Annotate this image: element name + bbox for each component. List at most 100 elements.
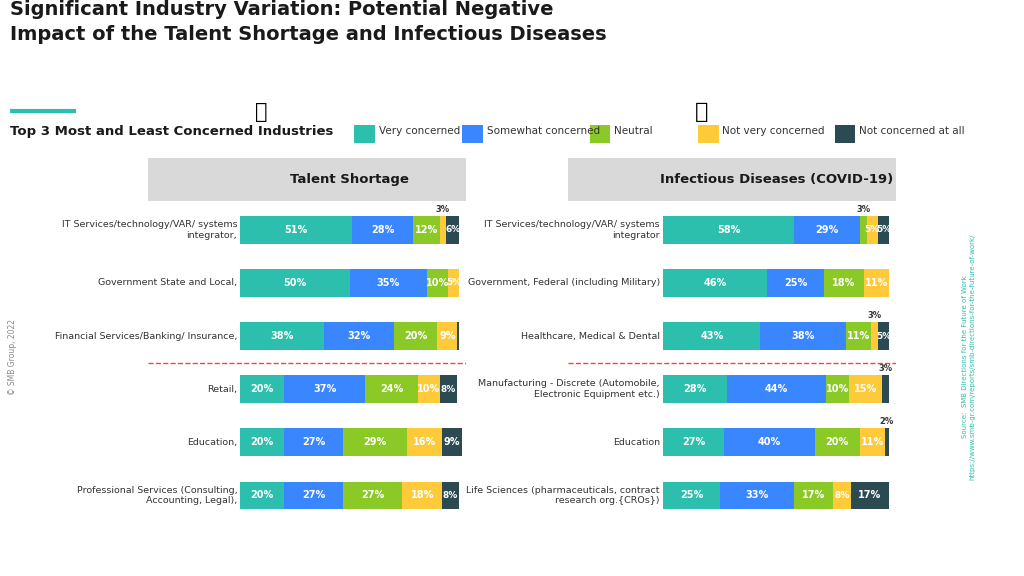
Bar (761, 323, 846, 350)
Bar (350, 269, 427, 297)
Bar (343, 482, 402, 509)
Bar (860, 216, 866, 244)
Text: 8%: 8% (440, 385, 456, 393)
Text: IT Services/technology/VAR/ systems
integrator,: IT Services/technology/VAR/ systems inte… (61, 220, 238, 240)
Text: 33%: 33% (745, 490, 769, 501)
Bar (826, 376, 849, 403)
Bar (849, 376, 883, 403)
Text: 27%: 27% (361, 490, 384, 501)
Text: © SMB Group, 2022: © SMB Group, 2022 (8, 319, 16, 395)
Bar (664, 323, 761, 350)
Bar (457, 323, 460, 350)
Text: 11%: 11% (865, 278, 889, 288)
Text: 11%: 11% (847, 331, 870, 341)
Bar (418, 376, 439, 403)
Text: Government, Federal (including Military): Government, Federal (including Military) (468, 278, 659, 287)
Bar (241, 323, 324, 350)
Text: 44%: 44% (765, 384, 787, 394)
Text: 10%: 10% (426, 278, 450, 288)
Bar (664, 216, 795, 244)
Bar (439, 216, 446, 244)
Text: 27%: 27% (682, 437, 706, 448)
Bar (568, 158, 896, 200)
Bar (414, 216, 439, 244)
Text: 3%: 3% (436, 205, 450, 214)
Text: 8%: 8% (835, 491, 849, 500)
Text: Life Sciences (pharmaceuticals, contract
research org.{CROs}): Life Sciences (pharmaceuticals, contract… (466, 486, 659, 505)
Text: Retail,: Retail, (207, 385, 238, 393)
Bar (664, 429, 724, 456)
Text: 17%: 17% (858, 490, 882, 501)
Bar (823, 269, 864, 297)
Bar (795, 482, 833, 509)
Bar (343, 429, 407, 456)
Bar (860, 429, 885, 456)
Text: 38%: 38% (270, 331, 294, 341)
Text: IT Services/technology/VAR/ systems
integrator: IT Services/technology/VAR/ systems inte… (484, 220, 659, 240)
Text: Manufacturing - Discrete (Automobile,
Electronic Equipment etc.): Manufacturing - Discrete (Automobile, El… (478, 380, 659, 399)
Text: Financial Services/Banking/ Insurance,: Financial Services/Banking/ Insurance, (54, 332, 238, 340)
Text: 20%: 20% (825, 437, 849, 448)
Bar (441, 482, 460, 509)
Text: 37%: 37% (313, 384, 336, 394)
Text: 5%: 5% (864, 225, 880, 234)
Text: 27%: 27% (302, 437, 326, 448)
Text: 9%: 9% (439, 331, 456, 341)
Text: 18%: 18% (833, 278, 856, 288)
Bar (866, 216, 878, 244)
Bar (795, 216, 860, 244)
Bar (446, 216, 460, 244)
Text: Not concerned at all: Not concerned at all (859, 127, 965, 137)
Text: Neutral: Neutral (614, 127, 652, 137)
Text: SMBs with 3-2,500 employees: SMBs with 3-2,500 employees (737, 550, 926, 562)
Text: 17%: 17% (802, 490, 825, 501)
Text: 46%: 46% (703, 278, 727, 288)
Bar (463, 126, 483, 143)
Bar (285, 376, 366, 403)
Bar (885, 429, 889, 456)
Text: 28%: 28% (683, 384, 707, 394)
Text: 51%: 51% (285, 225, 308, 235)
Text: 6%: 6% (445, 225, 461, 234)
Text: Significant Industry Variation: Potential Negative
Impact of the Talent Shortage: Significant Industry Variation: Potentia… (10, 0, 607, 44)
Bar (148, 158, 466, 200)
Text: 4: 4 (985, 550, 993, 562)
Text: 25%: 25% (783, 278, 807, 288)
Bar (664, 269, 767, 297)
Text: Education,: Education, (187, 438, 238, 447)
Text: Sample Size = 736: Sample Size = 736 (20, 550, 139, 562)
Bar (285, 482, 343, 509)
Bar (883, 376, 889, 403)
Text: 5%: 5% (876, 225, 891, 234)
Text: 5%: 5% (876, 332, 891, 340)
Text: 3%: 3% (856, 205, 870, 214)
Bar (241, 376, 285, 403)
Text: 8%: 8% (443, 491, 458, 500)
Text: Talent Shortage: Talent Shortage (291, 173, 410, 186)
Bar (864, 269, 889, 297)
Text: 28%: 28% (371, 225, 394, 235)
Bar (354, 126, 375, 143)
Text: Somewhat concerned: Somewhat concerned (487, 127, 600, 137)
Text: 16%: 16% (413, 437, 436, 448)
Text: 10%: 10% (417, 384, 440, 394)
Bar (352, 216, 414, 244)
Bar (427, 269, 449, 297)
Bar (441, 429, 462, 456)
Bar (851, 482, 889, 509)
Text: 29%: 29% (815, 225, 839, 235)
Text: 12%: 12% (415, 225, 438, 235)
Bar (833, 482, 851, 509)
Bar (698, 126, 719, 143)
Bar (664, 482, 720, 509)
Text: 10%: 10% (825, 384, 849, 394)
Text: 27%: 27% (302, 490, 326, 501)
Text: 29%: 29% (364, 437, 387, 448)
Text: 50%: 50% (284, 278, 307, 288)
Text: 3%: 3% (879, 364, 893, 373)
Text: Source:  SMB Directions for the Future of Work
https://www.smb-gr.com/reports/sm: Source: SMB Directions for the Future of… (963, 234, 975, 480)
Text: 5%: 5% (446, 278, 462, 287)
Bar (241, 269, 350, 297)
Bar (720, 482, 795, 509)
Text: 20%: 20% (403, 331, 427, 341)
